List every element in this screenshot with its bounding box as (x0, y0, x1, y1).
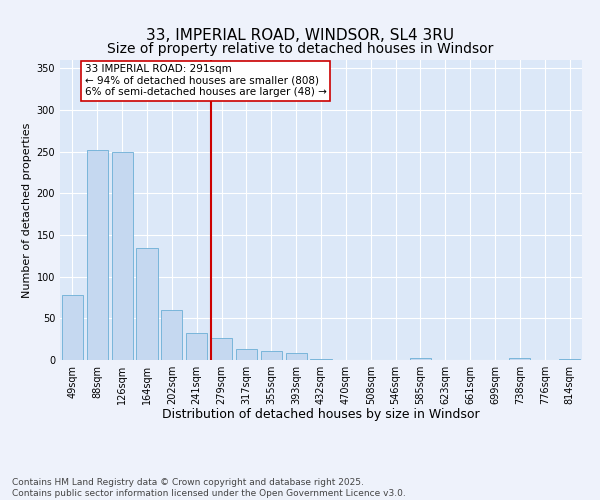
Bar (211, 338, 232, 360)
Bar (186, 334, 207, 360)
Bar (509, 358, 530, 360)
Bar (161, 310, 182, 360)
Bar (559, 359, 580, 360)
Text: 33, IMPERIAL ROAD, WINDSOR, SL4 3RU: 33, IMPERIAL ROAD, WINDSOR, SL4 3RU (146, 28, 454, 42)
Bar (112, 152, 133, 360)
Bar (87, 150, 108, 360)
Bar (261, 351, 282, 360)
Bar (62, 295, 83, 360)
Text: Contains HM Land Registry data © Crown copyright and database right 2025.
Contai: Contains HM Land Registry data © Crown c… (12, 478, 406, 498)
Text: Size of property relative to detached houses in Windsor: Size of property relative to detached ho… (107, 42, 493, 56)
X-axis label: Distribution of detached houses by size in Windsor: Distribution of detached houses by size … (162, 408, 480, 422)
Text: 33 IMPERIAL ROAD: 291sqm
← 94% of detached houses are smaller (808)
6% of semi-d: 33 IMPERIAL ROAD: 291sqm ← 94% of detach… (85, 64, 327, 98)
Bar (286, 352, 307, 360)
Bar (136, 248, 158, 360)
Bar (236, 349, 257, 360)
Bar (310, 359, 332, 360)
Bar (410, 358, 431, 360)
Y-axis label: Number of detached properties: Number of detached properties (22, 122, 32, 298)
